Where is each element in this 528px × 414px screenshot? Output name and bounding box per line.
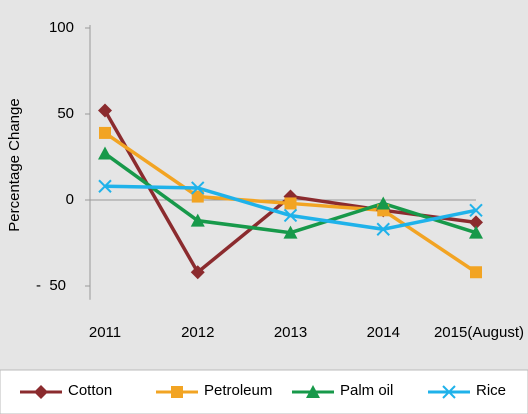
legend-marker xyxy=(171,386,183,398)
data-point xyxy=(469,203,483,218)
data-point xyxy=(469,215,483,230)
x-tick-label: 2011 xyxy=(89,324,121,341)
legend-label: Palm oil xyxy=(340,382,393,399)
legend-marker xyxy=(34,385,48,399)
legend-marker xyxy=(306,385,320,398)
data-point xyxy=(98,103,112,118)
y-tick-label: 100 xyxy=(49,19,74,36)
data-point xyxy=(376,196,391,210)
x-tick-label: 2015(August) xyxy=(434,324,524,341)
y-axis-label: Percentage Change xyxy=(6,98,23,231)
data-point xyxy=(191,190,204,203)
legend-label: Petroleum xyxy=(204,382,272,399)
legend-label: Cotton xyxy=(68,382,112,399)
x-tick-label: 2012 xyxy=(181,324,214,341)
y-tick-label: 50 xyxy=(57,105,74,122)
data-point xyxy=(283,208,298,223)
data-point xyxy=(98,179,112,193)
y-tick-label: 0 xyxy=(66,191,74,208)
legend-marker xyxy=(442,385,456,399)
data-point xyxy=(469,225,483,239)
data-point xyxy=(284,197,297,210)
data-point xyxy=(190,213,205,227)
x-tick-label: 2013 xyxy=(274,324,307,341)
data-point xyxy=(376,222,390,236)
y-tick-label: - 50 xyxy=(36,277,66,294)
x-tick-label: 2014 xyxy=(367,324,400,341)
data-point xyxy=(470,266,482,279)
data-point xyxy=(283,225,298,239)
legend-label: Rice xyxy=(476,382,506,399)
data-point xyxy=(99,126,111,139)
data-point xyxy=(191,181,205,195)
data-point xyxy=(98,146,112,160)
data-point xyxy=(190,265,205,280)
